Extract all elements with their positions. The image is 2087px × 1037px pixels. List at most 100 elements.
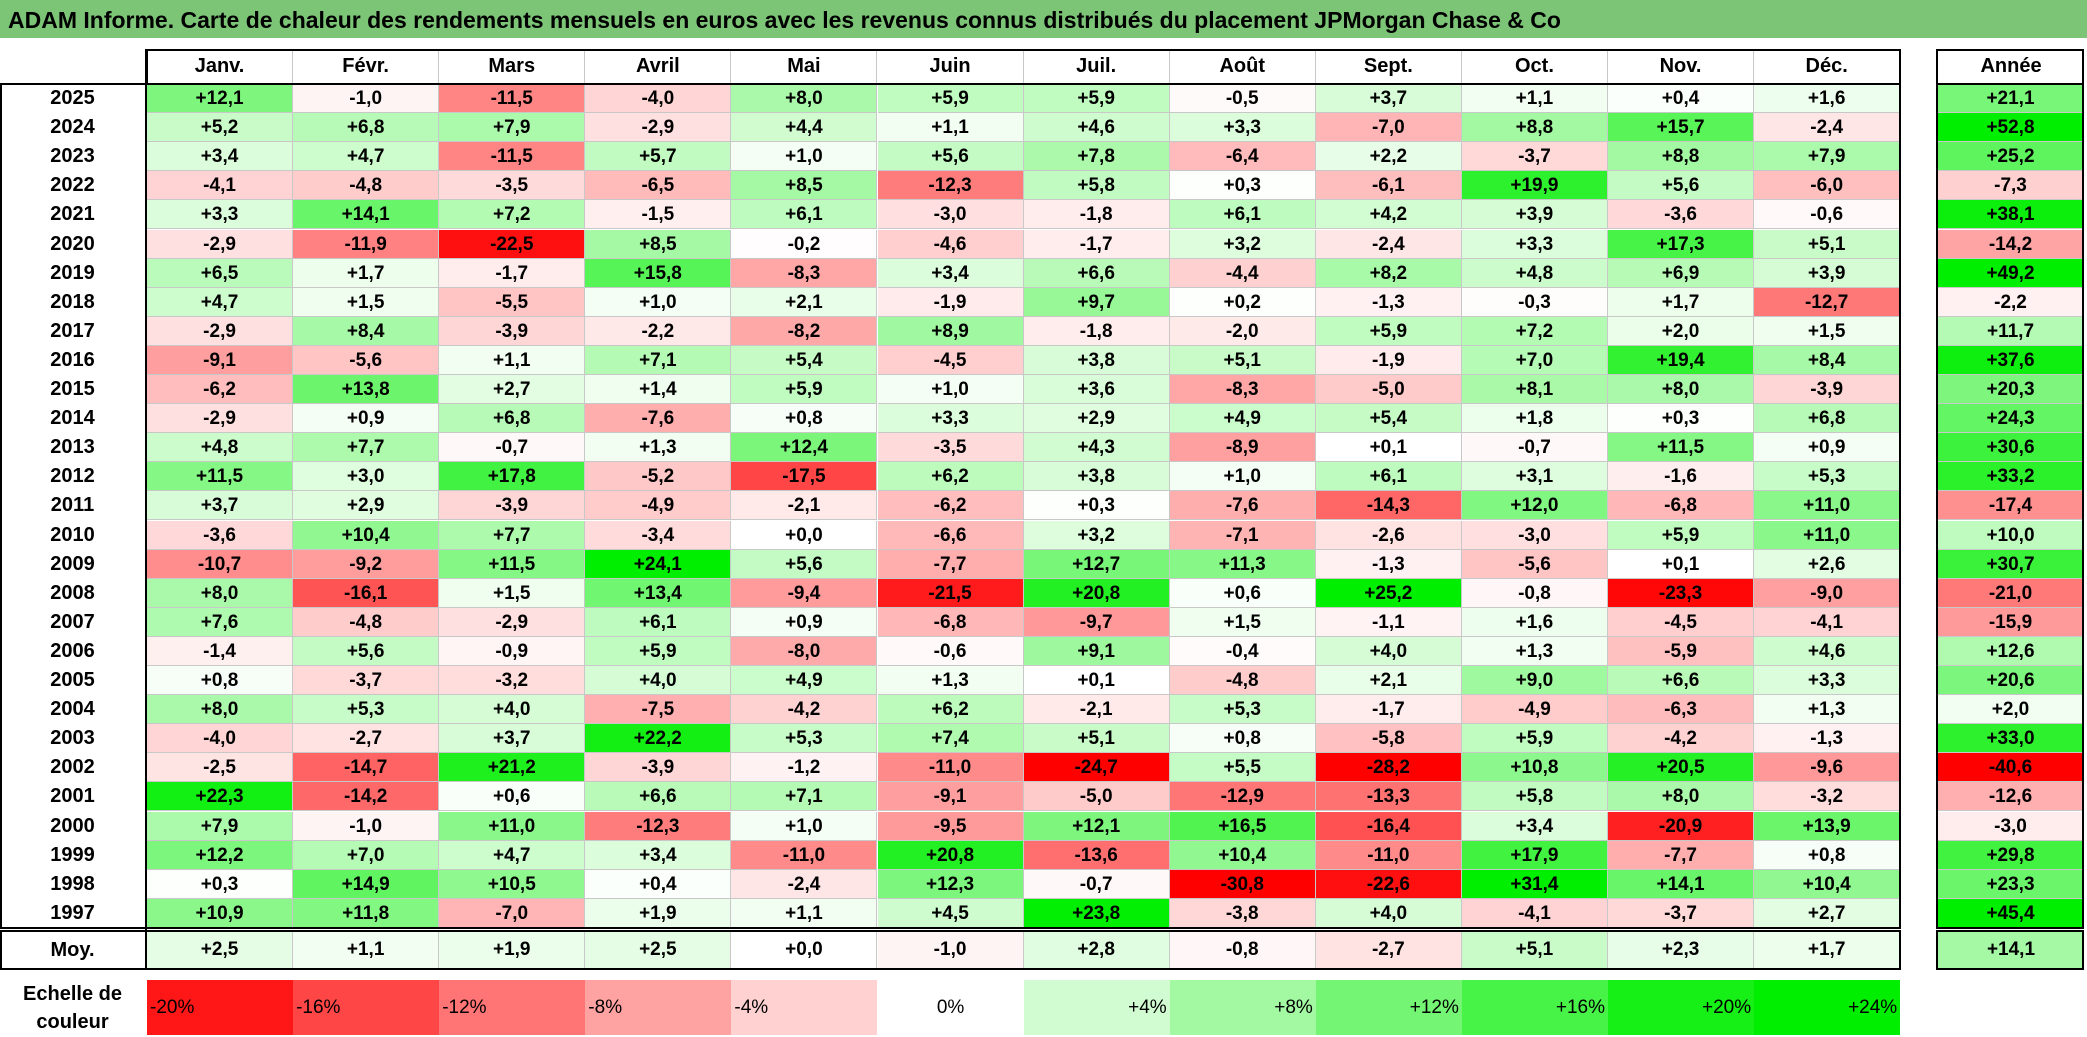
heatmap-cell: +22,3 (147, 782, 294, 812)
heatmap-cell: -2,9 (585, 113, 732, 143)
heatmap-cell: -1,5 (585, 200, 732, 230)
heatmap-cell: +3,3 (147, 200, 294, 230)
heatmap-cell: -3,0 (877, 200, 1024, 230)
heatmap-cell: -7,7 (1608, 840, 1755, 870)
heatmap-cell: +4,5 (877, 898, 1024, 928)
heatmap-cell: +3,2 (1169, 229, 1316, 259)
heatmap-cell: +3,6 (1023, 375, 1170, 405)
heatmap-cell: +14,1 (293, 200, 440, 230)
year-label: 2020 (50, 232, 95, 255)
heatmap-cell: -6,8 (1608, 491, 1755, 521)
heatmap-cell: +4,9 (731, 666, 878, 696)
heatmap-cell: -4,5 (877, 345, 1024, 375)
heatmap-cell: +11,5 (439, 549, 586, 579)
heatmap-cell: -3,7 (1461, 142, 1608, 172)
heatmap-cell: +8,0 (147, 578, 294, 608)
heatmap-cell: +4,0 (439, 695, 586, 725)
heatmap-cell: -11,0 (731, 840, 878, 870)
heatmap-cell: +1,3 (585, 433, 732, 463)
heatmap-cell: +0,6 (439, 782, 586, 812)
heatmap-cell: -14,7 (293, 753, 440, 783)
annual-cell: -14,2 (1938, 229, 2084, 259)
heatmap-cell: -9,0 (1754, 578, 1901, 608)
column-header: Sept. (1315, 49, 1462, 84)
heatmap-cell: +12,7 (1023, 549, 1170, 579)
heatmap-cell: -5,0 (1023, 782, 1170, 812)
heatmap-cell: +5,4 (731, 345, 878, 375)
heatmap-cell: -10,7 (147, 549, 294, 579)
heatmap-cell: +5,3 (1169, 695, 1316, 725)
heatmap-cell: +0,3 (1169, 171, 1316, 201)
heatmap-cell: +1,0 (1169, 462, 1316, 492)
year-label: 2006 (50, 639, 95, 662)
color-scale-cell: +12% (1315, 980, 1462, 1035)
heatmap-cell: -13,3 (1315, 782, 1462, 812)
heatmap-cell: +1,6 (1461, 607, 1608, 637)
heatmap-cell: +0,3 (1608, 404, 1755, 434)
heatmap-cell: -1,6 (1608, 462, 1755, 492)
heatmap-cell: +1,1 (731, 898, 878, 928)
heatmap-cell: +3,3 (1754, 666, 1901, 696)
heatmap-cell: -3,4 (585, 520, 732, 550)
average-cell: -0,8 (1169, 930, 1316, 969)
heatmap-cell: -6,2 (877, 491, 1024, 521)
annual-cell: +24,3 (1938, 404, 2084, 434)
heatmap-cell: -0,7 (1461, 433, 1608, 463)
heatmap-cell: -2,0 (1169, 316, 1316, 346)
heatmap-cell: -22,5 (439, 229, 586, 259)
heatmap-cell: +6,5 (147, 258, 294, 288)
year-label: 2005 (50, 669, 95, 691)
heatmap-cell: -1,7 (439, 258, 586, 288)
heatmap-cell: +15,8 (585, 258, 732, 288)
heatmap-cell: +20,8 (877, 840, 1024, 870)
heatmap-cell: +3,3 (1169, 113, 1316, 143)
annual-cell: +45,4 (1938, 898, 2084, 928)
heatmap-cell: +1,7 (293, 258, 440, 288)
annual-cell: +30,6 (1938, 433, 2084, 463)
average-cell: +1,1 (293, 930, 440, 969)
heatmap-cell: -9,4 (731, 578, 878, 608)
heatmap-cell: +0,9 (293, 404, 440, 434)
heatmap-cell: -2,6 (1315, 520, 1462, 550)
year-label: 2002 (50, 756, 95, 779)
heatmap-cell: -4,9 (1461, 695, 1608, 725)
heatmap-cell: +20,5 (1608, 753, 1755, 783)
heatmap-cell: -2,9 (147, 404, 294, 434)
average-cell: +5,1 (1461, 930, 1608, 969)
heatmap-cell: +6,2 (877, 695, 1024, 725)
heatmap-cell: +12,1 (1023, 811, 1170, 841)
year-label: 2008 (50, 581, 95, 604)
heatmap-cell: +7,2 (1461, 316, 1608, 346)
heatmap-cell: +4,3 (1023, 433, 1170, 463)
heatmap-cell: +2,0 (1608, 316, 1755, 346)
annual-cell: +20,3 (1938, 375, 2084, 405)
heatmap-cell: -6,4 (1169, 142, 1316, 172)
heatmap-cell: -4,4 (1169, 258, 1316, 288)
heatmap-cell: +11,8 (293, 898, 440, 928)
heatmap-cell: +3,8 (1023, 345, 1170, 375)
heatmap-cell: -1,4 (147, 636, 294, 666)
heatmap-cell: +3,7 (147, 491, 294, 521)
heatmap-cell: -12,3 (585, 811, 732, 841)
heatmap-cell: +12,1 (147, 84, 294, 114)
heatmap-cell: -8,2 (731, 316, 878, 346)
heatmap-cell: +3,0 (293, 462, 440, 492)
color-scale-cell: -16% (293, 980, 440, 1035)
average-label: Moy. (50, 938, 95, 961)
heatmap-cell: +3,4 (877, 258, 1024, 288)
heatmap-cell: +7,1 (585, 345, 732, 375)
year-label: 2000 (50, 814, 95, 837)
annual-cell: +21,1 (1938, 84, 2084, 114)
heatmap-cell: -22,6 (1315, 869, 1462, 899)
heatmap-cell: +0,8 (1169, 724, 1316, 754)
heatmap-cell: -4,1 (1461, 898, 1608, 928)
heatmap-cell: +1,4 (585, 375, 732, 405)
heatmap-cell: +10,9 (147, 898, 294, 928)
heatmap-cell: +7,9 (147, 811, 294, 841)
heatmap-cell: -16,1 (293, 578, 440, 608)
heatmap-cell: -3,5 (877, 433, 1024, 463)
column-header: Mars (439, 49, 586, 84)
heatmap-cell: +0,3 (1023, 491, 1170, 521)
heatmap-cell: -6,8 (877, 607, 1024, 637)
year-label: 2023 (50, 145, 95, 168)
